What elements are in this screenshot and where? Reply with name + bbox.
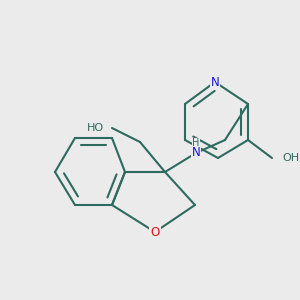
Text: H: H bbox=[192, 138, 200, 148]
Text: OH: OH bbox=[282, 153, 299, 163]
Text: HO: HO bbox=[87, 123, 104, 133]
Text: N: N bbox=[211, 76, 219, 88]
Text: O: O bbox=[150, 226, 160, 238]
Text: N: N bbox=[192, 146, 200, 160]
